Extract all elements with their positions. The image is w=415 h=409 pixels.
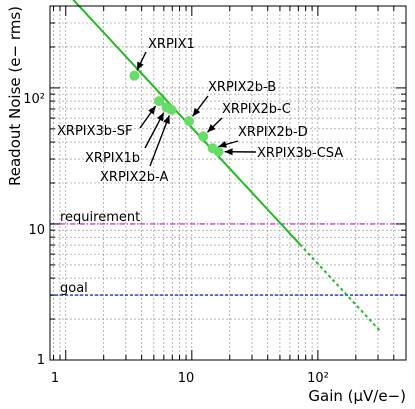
label-xrpix1b: XRPIX1b bbox=[85, 151, 140, 166]
y-axis-title: Readout Noise (e− rms) bbox=[6, 6, 24, 186]
x-axis-title: Gain (μV/e−) bbox=[308, 387, 406, 405]
annotation-arrowhead-xrpix2b-a bbox=[163, 115, 170, 125]
label-xrpix3b-sf: XRPIX3b-SF bbox=[57, 124, 132, 139]
x-tick-label-100: 10² bbox=[307, 371, 329, 386]
data-point-xrpix1 bbox=[129, 70, 140, 81]
annotation-arrowhead-xrpix1 bbox=[136, 61, 144, 71]
reference-lines bbox=[50, 223, 406, 296]
requirement-label: requirement bbox=[60, 210, 140, 225]
annotation-arrowhead-xrpix3b-csa bbox=[224, 148, 233, 156]
label-xrpix2b-b: XRPIX2b-B bbox=[208, 80, 276, 95]
annotation-arrow-xrpix2b-a bbox=[149, 115, 171, 167]
point-labels bbox=[136, 51, 257, 167]
label-xrpix3b-csa: XRPIX3b-CSA bbox=[257, 146, 343, 161]
label-xrpix1: XRPIX1 bbox=[148, 37, 195, 52]
label-xrpix2b-d: XRPIX2b-D bbox=[238, 125, 308, 140]
annotation-arrowhead-xrpix3b-sf bbox=[148, 105, 156, 115]
label-xrpix2b-a: XRPIX2b-A bbox=[100, 170, 168, 185]
annotation-arrowhead-xrpix1b bbox=[156, 112, 164, 122]
data-point-xrpix3b-csa bbox=[213, 146, 224, 157]
data-points bbox=[129, 70, 224, 157]
y-tick-label-10: 10 bbox=[28, 223, 45, 238]
y-tick-label-1: 1 bbox=[37, 353, 45, 368]
data-point-xrpix2b-a bbox=[166, 104, 177, 115]
annotation-arrowhead-xrpix2b-c bbox=[207, 124, 216, 133]
data-point-xrpix2b-b bbox=[184, 116, 195, 127]
goal-label: goal bbox=[60, 281, 88, 296]
axis-ticks bbox=[50, 6, 406, 360]
annotation-arrowhead-xrpix2b-b bbox=[192, 107, 201, 117]
annotation-arrowhead-xrpix2b-d bbox=[218, 141, 227, 148]
label-xrpix2b-c: XRPIX2b-C bbox=[222, 102, 291, 117]
x-tick-label-10: 10 bbox=[178, 371, 195, 386]
y-tick-label-100: 10² bbox=[23, 92, 45, 107]
x-tick-label-1: 1 bbox=[51, 371, 59, 386]
data-point-xrpix2b-c bbox=[198, 131, 209, 142]
data-point-xrpix3b-sf bbox=[154, 96, 165, 107]
fit-line-dashed bbox=[299, 243, 381, 332]
